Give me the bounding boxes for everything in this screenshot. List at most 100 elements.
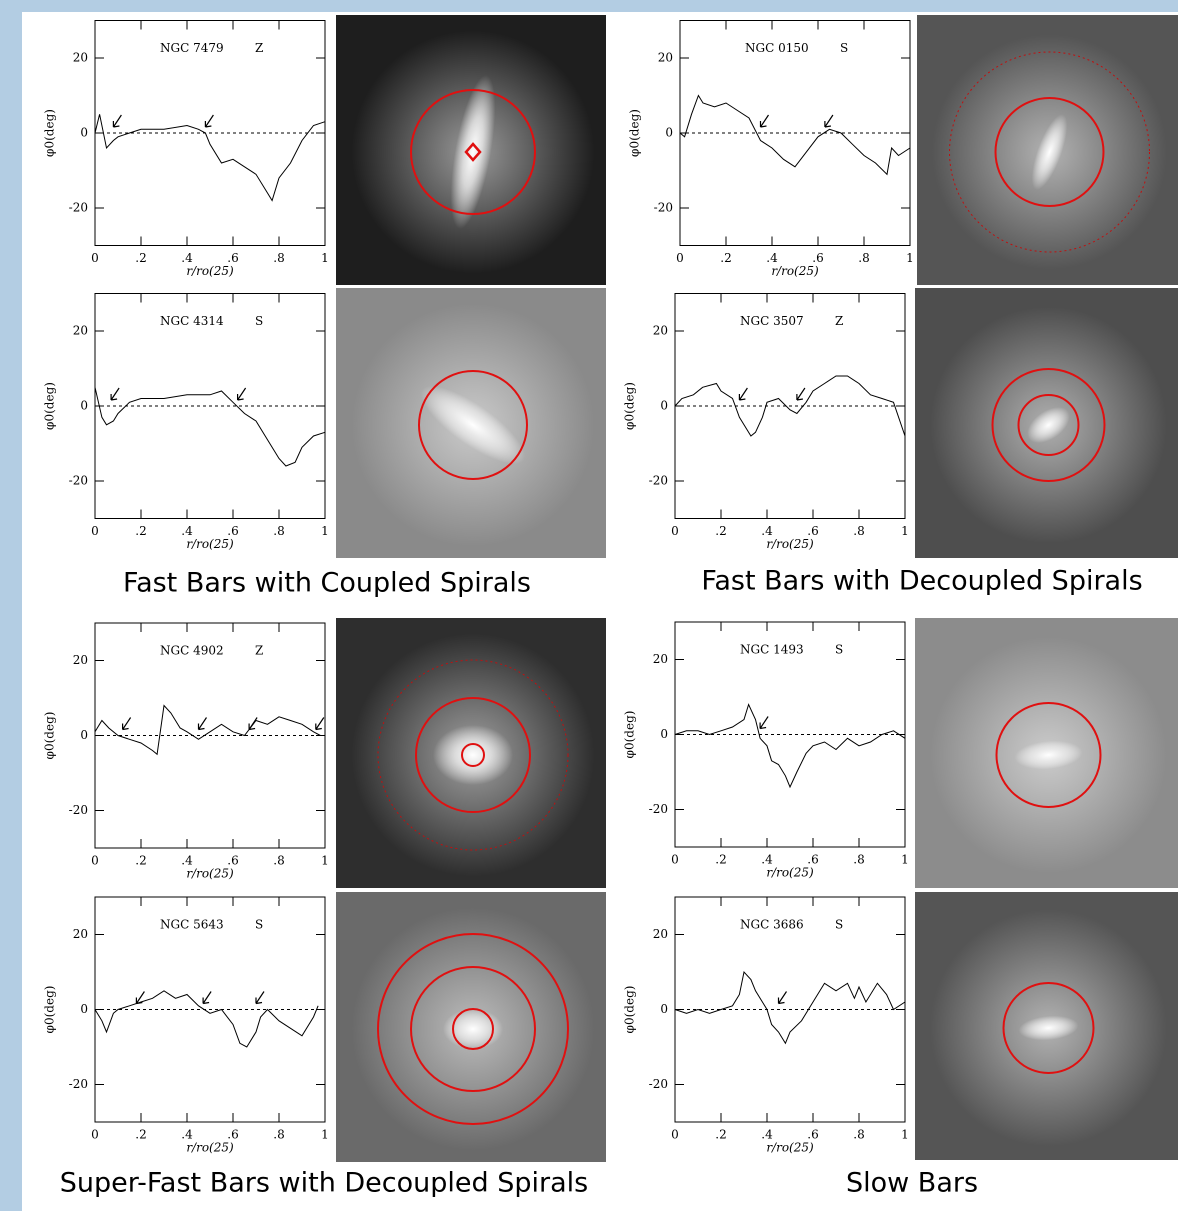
corotation-arrow (110, 387, 120, 401)
corotation-arrow (824, 114, 834, 128)
data-line (679, 94, 911, 176)
x-tick-label: .2 (715, 524, 726, 538)
group-caption: Fast Bars with Coupled Spirals (123, 568, 531, 599)
x-axis-label: r/ro(25) (186, 537, 234, 551)
data-line (94, 114, 326, 202)
galaxy-bar (433, 725, 513, 785)
panel-title: NGC 5643 (160, 918, 224, 932)
panel: 0 .2 .4 .6 .8 1 -20 0 20 r/ro(25) φ0(deg) NGC 7479 Z (43, 15, 606, 285)
panel: 0 .2 .4 .6 .8 1 -20 0 20 r/ro(25) φ0(deg) NGC 0150 S (628, 15, 1178, 285)
x-axis-label: r/ro(25) (186, 1141, 234, 1155)
y-axis-label: φ0(deg) (623, 382, 637, 430)
x-tick-label: .2 (135, 251, 146, 265)
corotation-arrow (255, 991, 265, 1005)
y-tick-label: -20 (69, 474, 88, 488)
data-line (674, 375, 906, 437)
x-tick-label: .6 (227, 251, 238, 265)
panel-annotation: Z (255, 41, 263, 55)
corotation-arrow (122, 717, 132, 731)
x-tick-label: 1 (901, 524, 909, 538)
data-line (94, 387, 326, 467)
y-tick-label: -20 (69, 201, 88, 215)
x-tick-label: 1 (901, 853, 909, 867)
radius-circle (991, 368, 1106, 482)
corotation-arrow (738, 387, 748, 401)
y-tick-label: 20 (653, 324, 668, 338)
dotted-circle (949, 51, 1150, 253)
x-tick-label: .8 (273, 251, 284, 265)
x-tick-label: .4 (181, 1128, 193, 1142)
x-axis-label: r/ro(25) (766, 537, 814, 551)
x-tick-label: 1 (321, 251, 329, 265)
y-tick-label: -20 (649, 1077, 668, 1091)
galaxy-bar (450, 75, 496, 229)
radius-circle (461, 743, 485, 767)
x-tick-label: .4 (181, 854, 193, 868)
y-axis-label: φ0(deg) (623, 986, 637, 1034)
y-tick-label: 0 (665, 126, 673, 140)
y-tick-label: -20 (654, 201, 673, 215)
radius-circle (410, 966, 536, 1092)
y-tick-label: 20 (653, 927, 668, 941)
x-tick-label: 0 (91, 854, 99, 868)
group-caption: Fast Bars with Decoupled Spirals (701, 566, 1142, 597)
corotation-arrow (237, 387, 247, 401)
galaxy-bar (420, 385, 526, 465)
panel: 0 .2 .4 .6 .8 1 -20 0 20 r/ro(25) φ0(deg) NGC 4314 S (43, 288, 606, 558)
x-tick-label: .8 (273, 1128, 284, 1142)
x-tick-label: .4 (761, 1128, 773, 1142)
y-axis-label: φ0(deg) (43, 986, 57, 1034)
y-tick-label: 0 (660, 1002, 668, 1016)
x-axis-label: r/ro(25) (186, 867, 234, 881)
x-tick-label: 0 (671, 524, 679, 538)
panel-annotation: S (835, 643, 843, 657)
y-tick-label: 0 (80, 1002, 88, 1016)
panel: 0 .2 .4 .6 .8 1 -20 0 20 r/ro(25) φ0(deg) NGC 5643 S (43, 892, 606, 1162)
x-tick-label: .6 (807, 524, 818, 538)
x-tick-label: 1 (906, 251, 914, 265)
x-tick-label: .6 (812, 251, 823, 265)
y-axis-label: φ0(deg) (43, 109, 57, 157)
corotation-arrow (796, 387, 806, 401)
x-tick-label: .6 (227, 1128, 238, 1142)
x-axis-label: r/ro(25) (186, 264, 234, 278)
radius-circle (1017, 394, 1080, 456)
panel-annotation: S (840, 41, 848, 55)
x-tick-label: 0 (91, 251, 99, 265)
corotation-arrow (315, 717, 325, 731)
panel: 0 .2 .4 .6 .8 1 -20 0 20 r/ro(25) φ0(deg) NGC 3507 Z (623, 288, 1178, 558)
galaxy-bar (1031, 114, 1068, 190)
x-tick-label: .6 (807, 853, 818, 867)
radius-circle (410, 89, 536, 215)
x-tick-label: .2 (715, 853, 726, 867)
panel-title: NGC 1493 (740, 643, 804, 657)
y-axis-label: φ0(deg) (628, 109, 642, 157)
y-tick-label: -20 (69, 803, 88, 817)
x-tick-label: .6 (227, 854, 238, 868)
y-tick-label: 20 (73, 927, 88, 941)
x-tick-label: 1 (321, 524, 329, 538)
galaxy-bar (1027, 407, 1070, 443)
top-band (0, 0, 1178, 12)
y-tick-label: 0 (80, 126, 88, 140)
panel-title: NGC 3686 (740, 918, 804, 932)
x-axis-label: r/ro(25) (766, 1141, 814, 1155)
center-marker (464, 142, 482, 162)
x-tick-label: 1 (901, 1128, 909, 1142)
panel-annotation: S (255, 918, 263, 932)
y-tick-label: 0 (660, 399, 668, 413)
galaxy-bar (443, 1009, 503, 1049)
y-tick-label: 20 (73, 324, 88, 338)
panel-annotation: Z (255, 644, 263, 658)
y-tick-label: 20 (653, 652, 668, 666)
galaxy-bar (1014, 740, 1083, 770)
y-tick-label: 20 (73, 653, 88, 667)
y-axis-label: φ0(deg) (43, 712, 57, 760)
x-tick-label: 0 (671, 853, 679, 867)
x-tick-label: .6 (807, 1128, 818, 1142)
x-tick-label: 0 (676, 251, 684, 265)
group-caption: Super-Fast Bars with Decoupled Spirals (60, 1168, 588, 1199)
x-tick-label: .8 (858, 251, 869, 265)
panel-title: NGC 0150 (745, 41, 809, 55)
